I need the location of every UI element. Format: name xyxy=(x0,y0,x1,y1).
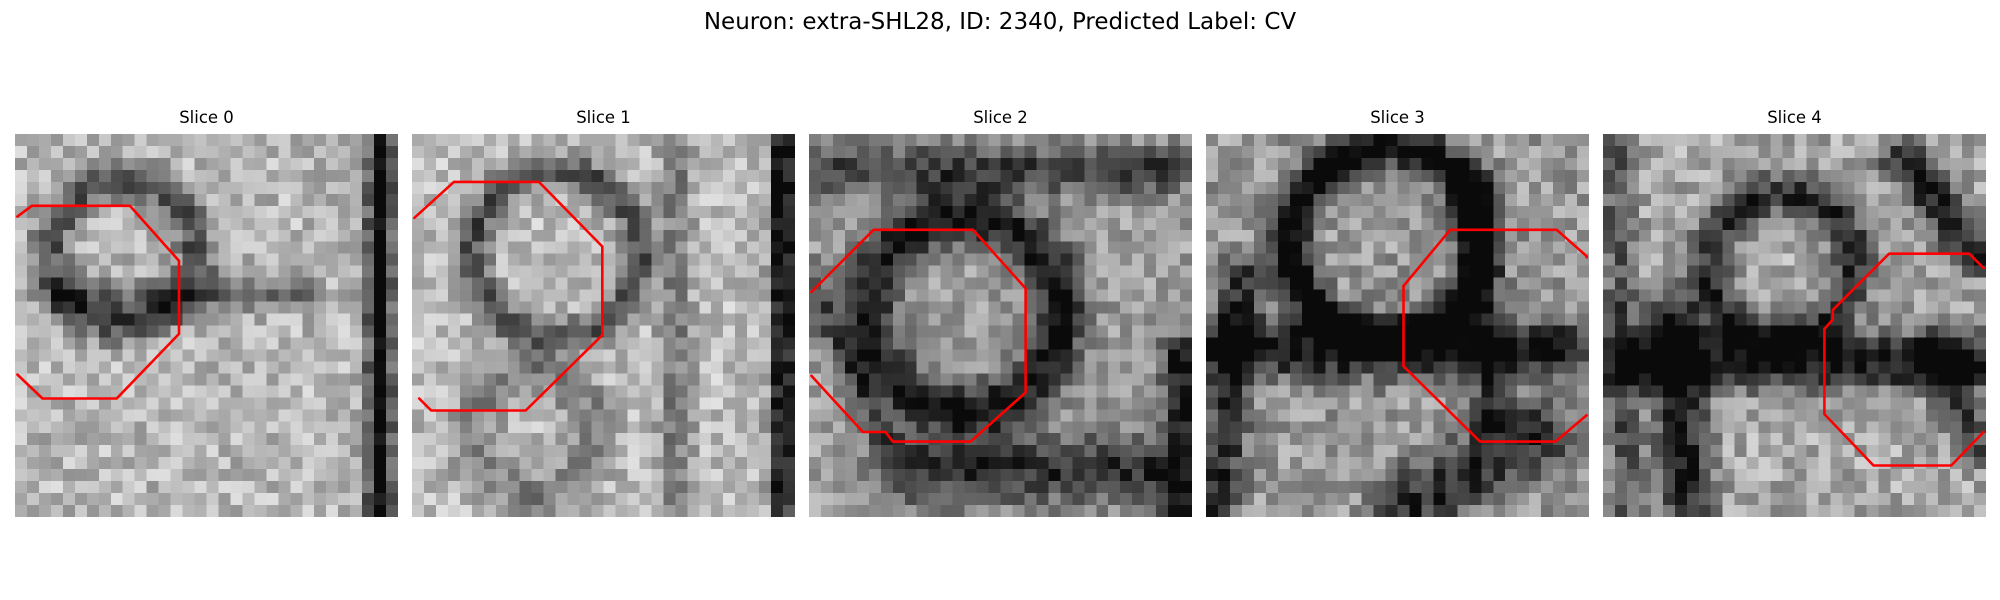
red-contour-overlay xyxy=(1402,284,1588,443)
slice-panel-1: Slice 1 xyxy=(412,108,795,517)
red-contour-overlay xyxy=(1823,318,1985,467)
slice-title: Slice 1 xyxy=(576,108,631,127)
slice-panel-0: Slice 0 xyxy=(15,108,398,517)
grayscale-slice-image xyxy=(1206,134,1589,517)
slice-title: Slice 2 xyxy=(973,108,1028,127)
red-contour-overlay xyxy=(1831,252,1985,321)
slice-title: Slice 0 xyxy=(179,108,234,127)
slice-panel-2: Slice 2 xyxy=(809,108,1192,517)
red-contour-overlay xyxy=(413,180,604,412)
slice-panel-4: Slice 4 xyxy=(1603,108,1986,517)
slice-panel-3: Slice 3 xyxy=(1206,108,1589,517)
red-contour-overlay xyxy=(1402,228,1588,288)
grayscale-slice-image xyxy=(809,134,1192,517)
slice-title: Slice 4 xyxy=(1767,108,1822,127)
grayscale-slice-image xyxy=(1603,134,1986,517)
slice-title: Slice 3 xyxy=(1370,108,1425,127)
grayscale-slice-image xyxy=(412,134,795,517)
figure-title: Neuron: extra-SHL28, ID: 2340, Predicted… xyxy=(703,9,1297,35)
red-contour-overlay xyxy=(810,228,1027,443)
grayscale-slice-image xyxy=(15,134,398,517)
red-contour-overlay xyxy=(16,204,181,400)
